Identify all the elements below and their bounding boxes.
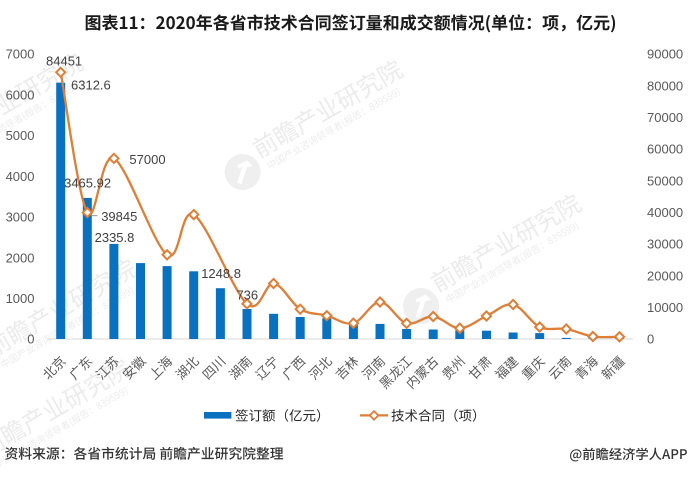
svg-text:90000: 90000 xyxy=(647,47,683,62)
svg-text:0: 0 xyxy=(27,332,34,347)
svg-text:3465.92: 3465.92 xyxy=(64,175,111,190)
svg-text:10000: 10000 xyxy=(647,300,683,315)
svg-text:20000: 20000 xyxy=(647,268,683,283)
svg-text:57000: 57000 xyxy=(129,152,165,167)
svg-text:1000: 1000 xyxy=(6,291,35,306)
svg-text:84451: 84451 xyxy=(46,54,82,69)
svg-text:6000: 6000 xyxy=(6,87,35,102)
svg-text:6312.6: 6312.6 xyxy=(71,78,111,93)
svg-text:0: 0 xyxy=(647,332,654,347)
svg-text:3000: 3000 xyxy=(6,210,35,225)
svg-text:60000: 60000 xyxy=(647,142,683,157)
svg-text:39845: 39845 xyxy=(101,209,137,224)
svg-text:7000: 7000 xyxy=(6,47,35,62)
svg-text:1248.8: 1248.8 xyxy=(201,266,241,281)
svg-text:736: 736 xyxy=(236,288,258,303)
svg-text:30000: 30000 xyxy=(647,237,683,252)
svg-text:4000: 4000 xyxy=(6,169,35,184)
svg-text:50000: 50000 xyxy=(647,173,683,188)
svg-text:5000: 5000 xyxy=(6,128,35,143)
svg-text:80000: 80000 xyxy=(647,78,683,93)
svg-text:40000: 40000 xyxy=(647,205,683,220)
svg-text:2335.8: 2335.8 xyxy=(95,230,135,245)
svg-text:2000: 2000 xyxy=(6,250,35,265)
svg-text:70000: 70000 xyxy=(647,110,683,125)
